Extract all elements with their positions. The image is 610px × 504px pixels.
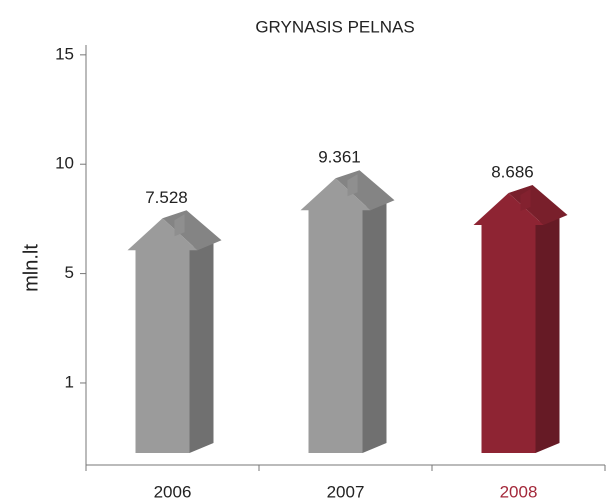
chimney (520, 188, 531, 211)
bar-front (308, 208, 363, 453)
x-tick-label: 2006 (154, 482, 192, 501)
bar-roof (127, 218, 198, 251)
bar-front (135, 248, 190, 453)
y-tick-label: 15 (55, 44, 74, 63)
x-tick-label: 2007 (327, 482, 365, 501)
bar-side (362, 198, 387, 453)
bar-side (189, 238, 214, 453)
bar-side (535, 212, 560, 453)
house-bar (300, 170, 395, 453)
x-tick-label: 2008 (500, 482, 538, 501)
house-bar (473, 184, 568, 453)
value-label: 9.361 (318, 148, 361, 167)
y-axis-label: mln.lt (20, 244, 42, 292)
chart-title: GRYNASIS PELNAS (255, 17, 414, 36)
value-label: 7.528 (145, 188, 188, 207)
bar-roof (473, 192, 544, 225)
house-bar (127, 210, 222, 453)
bar-front (481, 222, 536, 453)
bar-roof (300, 178, 371, 211)
y-tick-label: 5 (65, 263, 74, 282)
y-tick-label: 10 (55, 154, 74, 173)
value-label: 8.686 (491, 162, 534, 181)
chimney (347, 174, 358, 197)
chimney (174, 214, 185, 237)
y-tick-label: 1 (65, 372, 74, 391)
